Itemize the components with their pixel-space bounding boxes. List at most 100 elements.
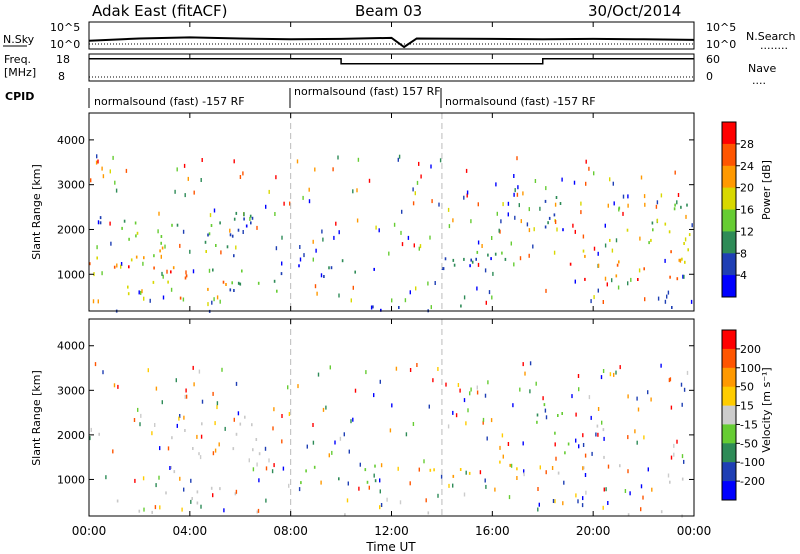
scatter-mark xyxy=(477,262,480,267)
scatter-mark xyxy=(249,216,251,221)
scatter-mark xyxy=(192,447,194,450)
scatter-mark xyxy=(201,422,203,426)
scatter-mark xyxy=(248,458,250,463)
scatter-mark xyxy=(239,282,242,286)
scatter-mark xyxy=(296,159,299,164)
scatter-mark xyxy=(113,265,116,269)
scatter-mark xyxy=(519,256,522,261)
scatter-mark xyxy=(200,434,203,439)
scatter-mark xyxy=(611,248,614,253)
time-tick-label: 12:00 xyxy=(374,524,409,538)
scatter-mark xyxy=(572,223,574,228)
scatter-mark xyxy=(256,462,258,467)
scatter-mark xyxy=(585,159,587,164)
scatter-mark xyxy=(544,225,547,229)
scatter-mark xyxy=(330,266,333,270)
scatter-mark xyxy=(210,224,213,227)
scatter-mark xyxy=(221,367,223,372)
scatter-mark xyxy=(668,230,671,234)
scatter-mark xyxy=(281,414,283,418)
scatter-mark xyxy=(545,288,547,293)
scatter-mark xyxy=(102,174,105,179)
scatter-mark xyxy=(130,258,133,262)
scatter-mark xyxy=(305,469,307,473)
scatter-mark xyxy=(344,513,346,517)
scatter-mark xyxy=(670,455,673,460)
scatter-mark xyxy=(374,479,377,483)
scatter-mark xyxy=(331,450,333,455)
scatter-mark xyxy=(434,281,436,285)
scatter-mark xyxy=(673,452,675,457)
scatter-mark xyxy=(412,422,415,426)
scatter-mark xyxy=(320,480,322,485)
scatter-mark xyxy=(470,387,472,392)
scatter-mark xyxy=(161,400,163,405)
scatter-mark xyxy=(479,470,482,475)
scatter-mark xyxy=(193,382,195,387)
freq-series xyxy=(89,58,694,78)
scatter-mark xyxy=(356,188,358,193)
freq-tick-low: 8 xyxy=(58,70,65,83)
scatter-mark xyxy=(120,262,123,266)
scatter-mark xyxy=(682,274,684,279)
scatter-mark xyxy=(251,216,254,220)
scatter-mark xyxy=(535,381,537,386)
colorbar-tick-label: 12 xyxy=(740,225,754,238)
scatter-mark xyxy=(167,446,170,451)
scatter-mark xyxy=(688,233,691,237)
scatter-mark xyxy=(143,256,145,260)
scatter-mark xyxy=(339,436,342,441)
scatter-mark xyxy=(415,286,417,291)
scatter-mark xyxy=(644,202,646,207)
scatter-mark xyxy=(201,158,203,162)
noise-right-marker: ........ xyxy=(760,39,788,52)
scatter-mark xyxy=(220,250,222,255)
scatter-mark xyxy=(207,302,209,307)
scatter-mark xyxy=(609,177,611,182)
scatter-mark xyxy=(242,230,244,234)
colorbar-frame xyxy=(721,329,737,501)
scatter-mark xyxy=(660,510,663,514)
noise-left-tick-high: 10^5 xyxy=(50,21,80,34)
scatter-mark xyxy=(438,202,440,207)
scatter-mark xyxy=(513,174,515,178)
scatter-mark xyxy=(604,243,607,248)
scatter-mark xyxy=(499,229,501,234)
scatter-mark xyxy=(573,180,576,185)
scatter-mark xyxy=(308,199,311,204)
scatter-mark xyxy=(680,382,683,387)
scatter-mark xyxy=(235,381,238,386)
scatter-mark xyxy=(581,503,584,508)
scatter-mark xyxy=(627,194,629,199)
scatter-mark xyxy=(656,218,659,223)
scatter-mark xyxy=(595,432,597,437)
scatter-mark xyxy=(613,201,615,206)
scatter-mark xyxy=(482,417,485,422)
scatter-mark xyxy=(603,436,605,441)
scatter-mark xyxy=(584,254,586,258)
scatter-mark xyxy=(214,421,216,426)
scatter-mark xyxy=(427,511,430,515)
scatter-mark xyxy=(212,391,214,396)
scatter-mark xyxy=(413,243,415,248)
scatter-mark xyxy=(348,449,350,454)
scatter-mark xyxy=(159,249,161,253)
scatter-mark xyxy=(212,451,215,456)
scatter-mark xyxy=(664,258,666,263)
scatter-mark xyxy=(112,155,114,160)
colorbar-swatch xyxy=(722,275,736,298)
scatter-mark xyxy=(101,166,103,171)
scatter-mark xyxy=(204,240,207,244)
scatter-mark xyxy=(208,232,211,236)
scatter-mark xyxy=(643,194,646,199)
scatter-mark xyxy=(209,213,212,218)
colorbar-swatch xyxy=(722,330,736,350)
scatter-mark xyxy=(554,499,556,504)
scatter-mark xyxy=(512,403,514,408)
scatter-mark xyxy=(165,491,167,495)
scatter-mark xyxy=(289,201,291,206)
scatter-mark xyxy=(557,471,560,475)
scatter-mark xyxy=(582,234,585,239)
scatter-mark xyxy=(232,447,235,451)
scatter-mark xyxy=(674,170,676,175)
